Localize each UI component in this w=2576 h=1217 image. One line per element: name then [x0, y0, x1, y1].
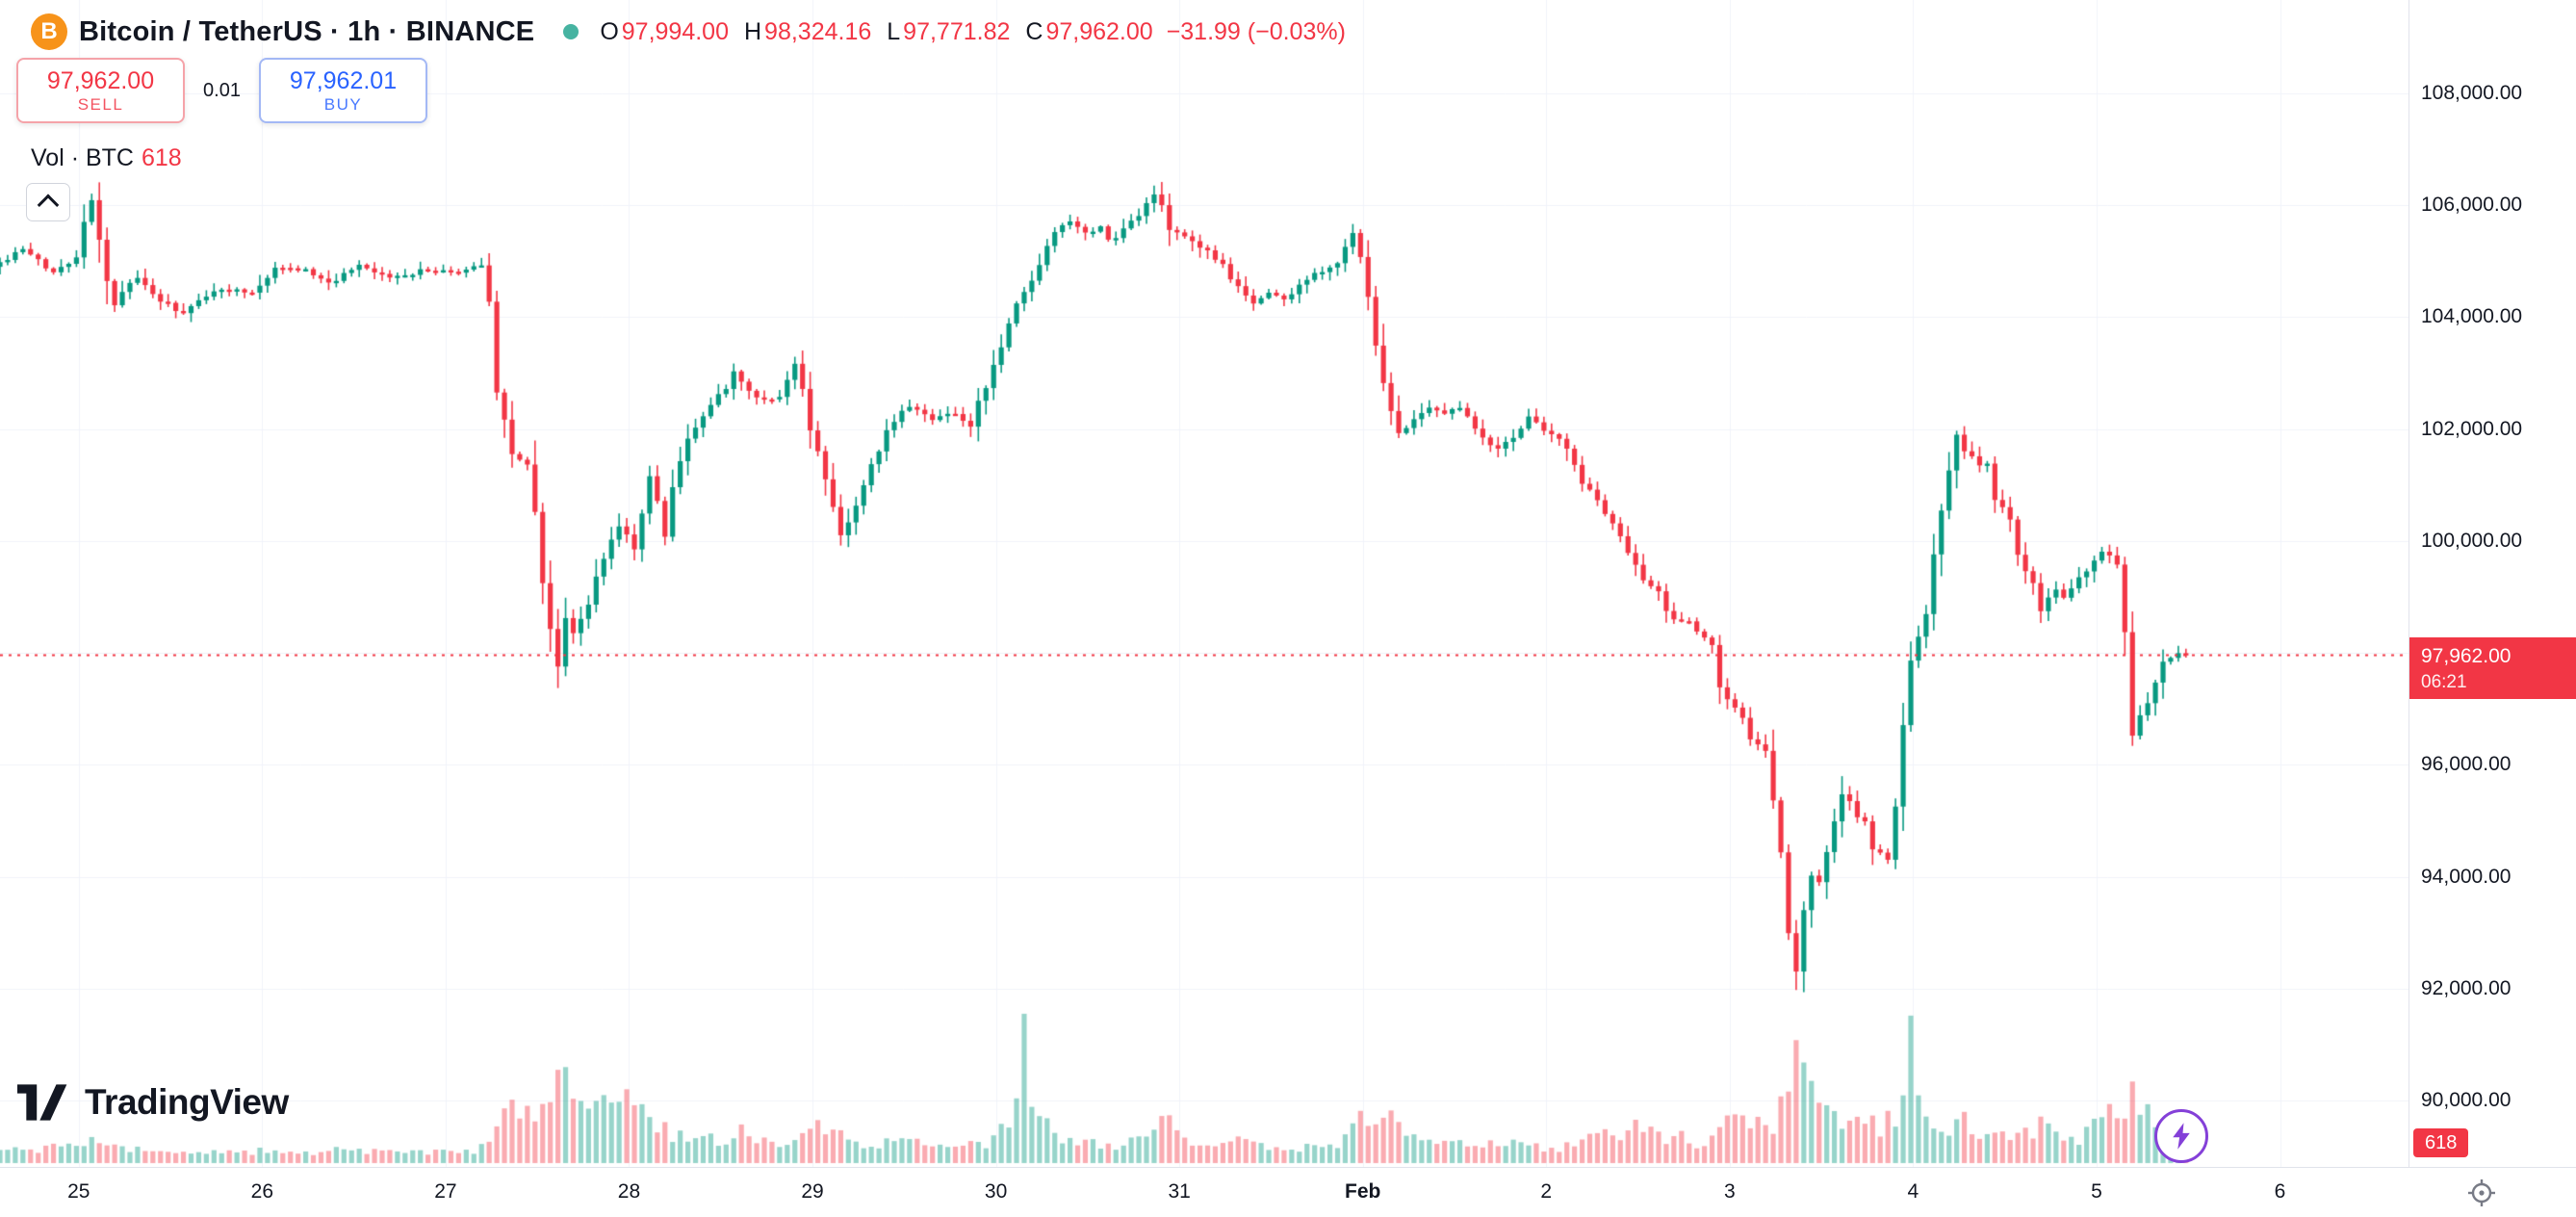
time-axis-label: 30 [984, 1180, 1008, 1203]
price-axis-label: 96,000.00 [2421, 753, 2512, 776]
price-axis-label: 106,000.00 [2421, 194, 2523, 217]
volume-badge: 618 [2413, 1128, 2469, 1157]
last-price-value: 97,962.00 [2421, 645, 2512, 668]
volume-indicator-label: Vol · BTC [31, 144, 134, 171]
time-axis-label: 6 [2274, 1180, 2286, 1203]
price-axis-label: 102,000.00 [2421, 417, 2523, 440]
time-axis-label: 25 [67, 1180, 90, 1203]
time-axis-label: 26 [250, 1180, 274, 1203]
time-axis-label: 4 [1907, 1180, 1919, 1203]
legend-collapse-button[interactable] [26, 183, 70, 221]
price-axis-label: 104,000.00 [2421, 305, 2523, 328]
price-axis-label: 90,000.00 [2421, 1088, 2512, 1111]
time-axis-label: 2 [1540, 1180, 1553, 1203]
lightning-button[interactable] [2154, 1109, 2208, 1163]
axis-settings-icon[interactable] [2466, 1178, 2497, 1208]
bar-countdown: 06:21 [2421, 672, 2467, 693]
time-axis-label: 31 [1168, 1180, 1191, 1203]
chevron-up-icon [37, 194, 60, 217]
sell-price: 97,962.00 [46, 66, 155, 94]
time-axis-label: 3 [1723, 1180, 1736, 1203]
time-axis-label: 28 [617, 1180, 641, 1203]
tradingview-wordmark: TradingView [85, 1082, 289, 1122]
volume-indicator-value: 618 [141, 144, 182, 171]
trade-panel: 97,962.00 SELL 0.01 97,962.01 BUY [16, 58, 427, 123]
candlestick-chart[interactable] [0, 0, 2409, 1167]
tradingview-mark-icon [17, 1084, 67, 1121]
last-price-badge: 97,962.00 06:21 [2409, 637, 2576, 700]
time-axis[interactable]: 25 26 27 28 29 30 31 Feb 2 3 4 5 6 [0, 1167, 2576, 1217]
spread-value: 0.01 [203, 79, 241, 101]
time-axis-label: 27 [434, 1180, 457, 1203]
sell-label: SELL [77, 94, 124, 114]
price-axis-label: 92,000.00 [2421, 976, 2512, 999]
buy-button[interactable]: 97,962.01 BUY [259, 58, 427, 123]
price-axis-label: 94,000.00 [2421, 865, 2512, 888]
buy-label: BUY [323, 94, 363, 114]
buy-price: 97,962.01 [289, 66, 398, 94]
time-axis-label: Feb [1345, 1180, 1381, 1203]
time-axis-label: 5 [2091, 1180, 2102, 1203]
volume-indicator-legend: Vol · BTC 618 [31, 144, 182, 172]
sell-button[interactable]: 97,962.00 SELL [16, 58, 185, 123]
time-axis-label: 29 [801, 1180, 824, 1203]
lightning-icon [2173, 1123, 2190, 1150]
tradingview-logo[interactable]: TradingView [17, 1082, 289, 1123]
price-axis-label: 100,000.00 [2421, 529, 2523, 552]
price-axis[interactable]: 108,000.00 106,000.00 104,000.00 102,000.00… [2409, 0, 2576, 1167]
price-axis-label: 108,000.00 [2421, 82, 2523, 104]
